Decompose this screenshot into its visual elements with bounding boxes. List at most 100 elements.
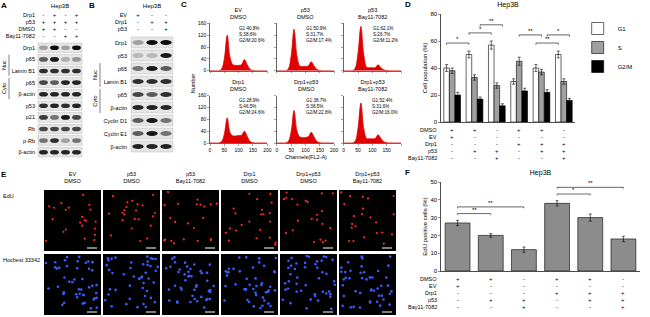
svg-text:100: 100 [368, 147, 377, 153]
svg-text:+: + [562, 141, 566, 147]
svg-text:-: - [518, 148, 520, 154]
svg-text:-: - [523, 283, 525, 289]
svg-text:160: 160 [198, 20, 207, 26]
svg-text:p53: p53 [26, 19, 35, 25]
svg-text:+: + [450, 134, 454, 140]
svg-text:EV: EV [429, 283, 437, 289]
svg-text:120: 120 [198, 32, 207, 38]
svg-text:+: + [150, 19, 154, 25]
svg-text:+: + [53, 26, 57, 32]
svg-text:DMSO: DMSO [241, 178, 258, 184]
svg-text:p65: p65 [118, 66, 127, 72]
svg-text:-: - [490, 290, 492, 296]
svg-text:Drp1: Drp1 [23, 45, 35, 51]
svg-text:EdU positive cells (%): EdU positive cells (%) [422, 197, 428, 255]
svg-text:β-actin: β-actin [18, 91, 35, 97]
svg-text:p53: p53 [428, 148, 437, 154]
svg-text:20: 20 [430, 92, 437, 98]
svg-text:G1:40.8%S:38.6%G2/M:20.6%: G1:40.8%S:38.6%G2/M:20.6% [239, 26, 265, 43]
svg-text:Hochest 33342: Hochest 33342 [3, 257, 40, 263]
svg-text:*: * [557, 28, 560, 34]
svg-text:Hep3B: Hep3B [497, 1, 519, 9]
svg-text:-: - [496, 127, 498, 133]
svg-text:G1:38.7%S:38.5%G2/M:22.8%: G1:38.7%S:38.5%G2/M:22.8% [306, 98, 332, 115]
svg-text:G1:52.4%S:31.6%G2/M:16.0%: G1:52.4%S:31.6%G2/M:16.0% [372, 98, 398, 115]
svg-text:+: + [456, 276, 460, 282]
svg-text:-: - [65, 26, 67, 32]
svg-text:0: 0 [434, 268, 438, 274]
svg-text:50: 50 [430, 179, 437, 185]
svg-text:Cell population (%): Cell population (%) [422, 43, 428, 94]
svg-text:**: ** [545, 36, 550, 42]
svg-text:-: - [523, 290, 525, 296]
svg-text:+: + [42, 19, 46, 25]
svg-text:-: - [556, 297, 558, 303]
svg-text:-: - [457, 297, 459, 303]
svg-text:Drp1: Drp1 [23, 12, 35, 18]
svg-text:-: - [523, 276, 525, 282]
svg-text:50: 50 [355, 147, 361, 153]
svg-text:+: + [555, 290, 559, 296]
svg-text:p65: p65 [26, 80, 35, 86]
svg-text:20: 20 [430, 233, 437, 239]
svg-text:DMSO: DMSO [300, 178, 317, 184]
svg-text:160: 160 [198, 92, 207, 98]
svg-text:Nuc: Nuc [92, 70, 98, 80]
svg-text:*: * [456, 36, 459, 42]
svg-text:0: 0 [204, 140, 207, 146]
svg-text:-: - [65, 12, 67, 18]
svg-text:+: + [53, 19, 57, 25]
svg-text:-: - [165, 12, 167, 18]
svg-text:+: + [450, 127, 454, 133]
svg-text:Drp1: Drp1 [425, 141, 437, 147]
svg-text:DMSO: DMSO [64, 178, 81, 184]
svg-text:-: - [496, 134, 498, 140]
svg-text:S: S [618, 45, 622, 51]
svg-text:+: + [522, 297, 526, 303]
svg-text:-: - [451, 141, 453, 147]
svg-text:10: 10 [430, 250, 437, 256]
svg-text:p53: p53 [428, 297, 437, 303]
svg-text:p53: p53 [118, 53, 127, 59]
svg-text:**: ** [472, 207, 477, 213]
svg-text:Cyclin D1: Cyclin D1 [103, 118, 127, 124]
svg-text:**: ** [588, 180, 593, 186]
svg-text:200: 200 [263, 147, 272, 153]
svg-text:150: 150 [316, 147, 325, 153]
svg-text:-: - [622, 283, 624, 289]
svg-text:β-actin: β-actin [18, 149, 35, 155]
svg-text:50: 50 [222, 147, 228, 153]
svg-text:+: + [540, 141, 544, 147]
svg-text:-: - [622, 276, 624, 282]
svg-text:Bay11-7082: Bay11-7082 [408, 304, 437, 310]
svg-text:-: - [151, 12, 153, 18]
svg-text:EV: EV [120, 12, 128, 18]
svg-text:β-actin: β-actin [110, 144, 127, 150]
svg-text:+: + [522, 304, 526, 310]
svg-text:0: 0 [204, 67, 207, 73]
svg-text:**: ** [528, 28, 533, 34]
svg-text:B: B [89, 1, 95, 10]
svg-text:+: + [489, 297, 493, 303]
svg-text:DMSO: DMSO [420, 127, 437, 133]
svg-text:+: + [495, 155, 499, 161]
svg-text:EVDMSO: EVDMSO [230, 7, 247, 20]
svg-text:+: + [517, 127, 521, 133]
svg-text:+: + [75, 33, 79, 39]
svg-text:-: - [54, 33, 56, 39]
svg-text:Drp1+p53Bay11-7082: Drp1+p53Bay11-7082 [358, 79, 387, 92]
svg-text:p53: p53 [26, 103, 35, 109]
svg-text:DMSO: DMSO [19, 26, 36, 32]
svg-text:+: + [517, 141, 521, 147]
svg-text:Drp1+p53: Drp1+p53 [296, 171, 320, 177]
svg-text:Channels(FL2-A): Channels(FL2-A) [285, 154, 327, 160]
svg-text:Drp1: Drp1 [425, 290, 437, 296]
svg-text:-: - [457, 290, 459, 296]
svg-text:-: - [490, 304, 492, 310]
svg-text:EdU: EdU [3, 193, 14, 199]
svg-text:**: ** [488, 200, 493, 206]
svg-text:150: 150 [383, 147, 392, 153]
svg-text:-: - [563, 134, 565, 140]
svg-text:Bay11-7082: Bay11-7082 [408, 155, 437, 161]
svg-text:+: + [562, 155, 566, 161]
